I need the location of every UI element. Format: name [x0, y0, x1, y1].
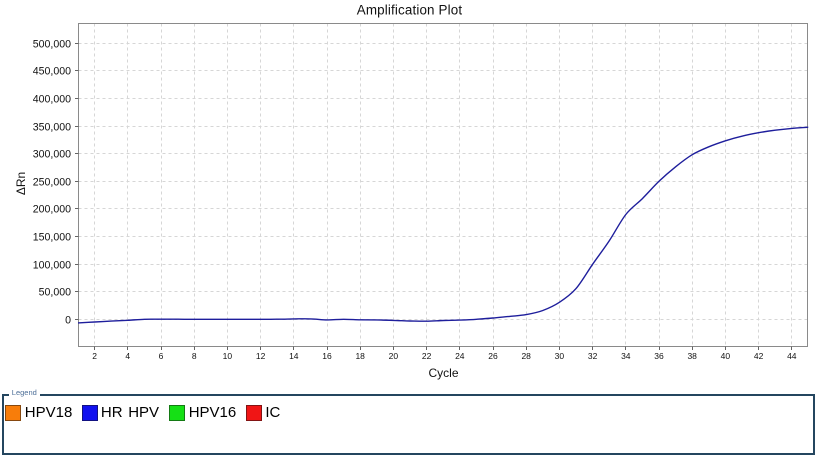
svg-text:24: 24 [455, 351, 465, 361]
svg-text:0: 0 [65, 315, 71, 327]
svg-text:22: 22 [422, 351, 432, 361]
svg-text:32: 32 [588, 351, 598, 361]
svg-text:36: 36 [654, 351, 664, 361]
svg-text:44: 44 [787, 351, 797, 361]
svg-text:250,000: 250,000 [33, 177, 71, 189]
svg-text:10: 10 [223, 351, 233, 361]
svg-text:28: 28 [521, 351, 531, 361]
svg-text:4: 4 [125, 351, 130, 361]
svg-text:18: 18 [355, 351, 365, 361]
svg-text:8: 8 [192, 351, 197, 361]
svg-text:50,000: 50,000 [39, 287, 72, 299]
svg-text:12: 12 [256, 351, 266, 361]
svg-text:2: 2 [92, 351, 97, 361]
svg-text:30: 30 [555, 351, 565, 361]
svg-text:150,000: 150,000 [33, 232, 71, 244]
svg-text:100,000: 100,000 [33, 260, 71, 272]
svg-text:350,000: 350,000 [33, 122, 71, 134]
svg-text:Cycle: Cycle [428, 366, 458, 380]
svg-text:40: 40 [721, 351, 731, 361]
svg-text:300,000: 300,000 [33, 149, 71, 161]
svg-text:ΔRn: ΔRn [14, 172, 28, 195]
svg-text:200,000: 200,000 [33, 204, 71, 216]
svg-text:450,000: 450,000 [33, 66, 71, 78]
svg-text:42: 42 [754, 351, 764, 361]
svg-text:20: 20 [389, 351, 399, 361]
svg-text:500,000: 500,000 [33, 39, 71, 51]
svg-text:6: 6 [159, 351, 164, 361]
svg-text:38: 38 [687, 351, 697, 361]
svg-text:26: 26 [488, 351, 498, 361]
svg-text:16: 16 [322, 351, 332, 361]
svg-text:14: 14 [289, 351, 299, 361]
svg-text:400,000: 400,000 [33, 94, 71, 106]
svg-text:Amplification Plot: Amplification Plot [357, 2, 463, 17]
svg-text:34: 34 [621, 351, 631, 361]
